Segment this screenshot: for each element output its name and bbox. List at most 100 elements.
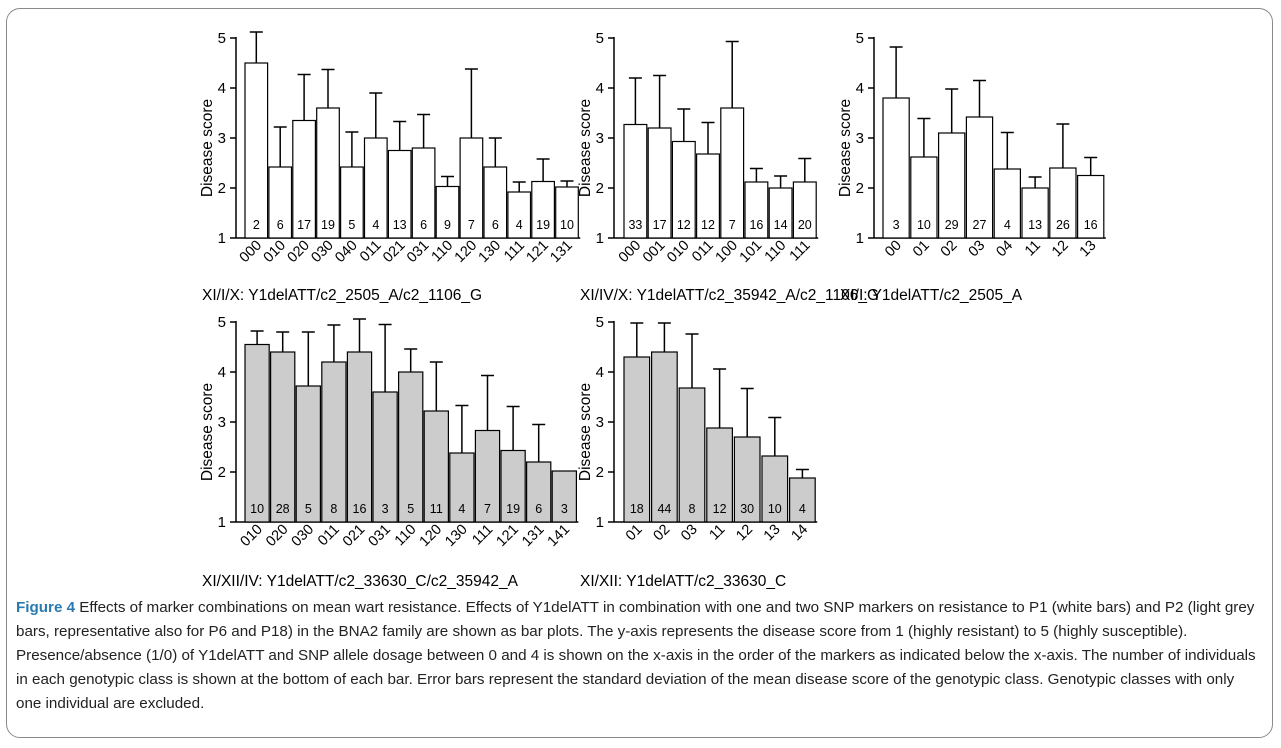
count-label: 30 xyxy=(740,502,754,516)
count-label: 10 xyxy=(917,218,931,232)
count-label: 18 xyxy=(630,502,644,516)
y-tick-label: 3 xyxy=(856,130,864,147)
x-tick-label: 130 xyxy=(442,522,470,550)
y-tick-label: 1 xyxy=(856,230,864,247)
x-tick-label: 030 xyxy=(308,238,336,266)
count-label: 3 xyxy=(382,502,389,516)
count-label: 16 xyxy=(1084,218,1098,232)
x-tick-label: 00 xyxy=(882,238,905,261)
bar xyxy=(883,98,909,238)
count-label: 9 xyxy=(444,218,451,232)
x-tick-label: 031 xyxy=(366,522,394,550)
x-tick-label: 130 xyxy=(476,238,504,266)
count-label: 11 xyxy=(430,502,443,516)
y-tick-label: 5 xyxy=(596,30,604,47)
count-label: 13 xyxy=(1028,218,1042,232)
y-tick-label: 5 xyxy=(856,30,864,47)
bar xyxy=(322,362,346,522)
y-tick-label: 4 xyxy=(596,80,604,97)
x-tick-label: 12 xyxy=(733,522,756,545)
count-label: 10 xyxy=(768,502,782,516)
count-label: 12 xyxy=(713,502,727,516)
y-tick-label: 4 xyxy=(218,80,226,97)
y-tick-label: 4 xyxy=(596,364,604,381)
count-label: 12 xyxy=(701,218,715,232)
y-tick-label: 4 xyxy=(856,80,864,97)
y-tick-label: 3 xyxy=(596,414,604,431)
x-tick-label: 111 xyxy=(469,522,496,549)
y-axis-title: Disease score xyxy=(199,99,216,197)
count-label: 8 xyxy=(689,502,696,516)
chart-panel-4: 1 2 3 4 5 Disease score 10 010 28 020 5 030 8 011 16 02… xyxy=(196,310,596,592)
bar xyxy=(245,63,268,238)
y-tick-label: 4 xyxy=(218,364,226,381)
x-tick-label: 13 xyxy=(761,522,784,545)
y-tick-label: 2 xyxy=(218,180,226,197)
count-label: 44 xyxy=(657,502,671,516)
x-tick-label: 021 xyxy=(340,522,368,550)
x-axis-title: XI/XII: Y1delATT/c2_33630_C xyxy=(580,573,786,590)
x-tick-label: 000 xyxy=(616,238,644,266)
x-tick-label: 011 xyxy=(315,522,343,550)
y-tick-label: 2 xyxy=(856,180,864,197)
bar xyxy=(652,352,678,522)
x-tick-label: 021 xyxy=(380,238,408,266)
y-tick-label: 1 xyxy=(596,514,604,531)
y-tick-label: 1 xyxy=(596,230,604,247)
count-label: 19 xyxy=(506,502,520,516)
count-label: 7 xyxy=(468,218,475,232)
x-tick-label: 010 xyxy=(664,238,692,266)
count-label: 29 xyxy=(945,218,959,232)
x-tick-label: 101 xyxy=(737,238,765,266)
y-tick-label: 5 xyxy=(218,30,226,47)
count-label: 4 xyxy=(372,218,379,232)
count-label: 17 xyxy=(653,218,667,232)
y-axis-title: Disease score xyxy=(577,99,594,197)
x-tick-label: 14 xyxy=(789,522,812,545)
count-label: 33 xyxy=(628,218,642,232)
x-tick-label: 110 xyxy=(762,238,790,266)
x-tick-label: 121 xyxy=(494,522,522,550)
y-tick-label: 1 xyxy=(218,514,226,531)
y-tick-label: 2 xyxy=(218,464,226,481)
x-tick-label: 01 xyxy=(623,522,646,545)
y-tick-label: 1 xyxy=(218,230,226,247)
count-label: 6 xyxy=(492,218,499,232)
count-label: 4 xyxy=(458,502,465,516)
bar xyxy=(399,372,423,522)
count-label: 20 xyxy=(798,218,812,232)
x-tick-label: 031 xyxy=(404,238,432,266)
count-label: 12 xyxy=(677,218,691,232)
y-tick-label: 5 xyxy=(218,314,226,331)
x-tick-label: 010 xyxy=(261,238,289,266)
x-tick-label: 001 xyxy=(640,238,668,266)
y-axis-title: Disease score xyxy=(577,383,594,481)
count-label: 5 xyxy=(348,218,355,232)
count-label: 3 xyxy=(893,218,900,232)
x-tick-label: 111 xyxy=(501,238,528,265)
caption-text: Effects of marker combinations on mean w… xyxy=(16,599,1256,712)
count-label: 7 xyxy=(484,502,491,516)
x-tick-label: 02 xyxy=(651,522,674,545)
x-tick-label: 02 xyxy=(938,238,961,261)
x-tick-label: 01 xyxy=(910,238,933,261)
x-axis-title: XI/XII/IV: Y1delATT/c2_33630_C/c2_35942_… xyxy=(202,573,519,590)
count-label: 4 xyxy=(799,502,806,516)
count-label: 5 xyxy=(305,502,312,516)
count-label: 8 xyxy=(330,502,337,516)
x-tick-label: 120 xyxy=(452,238,480,266)
x-tick-label: 040 xyxy=(332,238,360,266)
count-label: 17 xyxy=(297,218,311,232)
figure-label: Figure 4 xyxy=(16,599,75,616)
x-tick-label: 110 xyxy=(429,238,457,266)
x-tick-label: 04 xyxy=(993,238,1016,261)
y-tick-label: 3 xyxy=(218,414,226,431)
count-label: 14 xyxy=(774,218,788,232)
x-tick-label: 030 xyxy=(289,522,317,550)
y-axis-title: Disease score xyxy=(199,383,216,481)
count-label: 13 xyxy=(393,218,407,232)
x-tick-label: 020 xyxy=(285,238,313,266)
count-label: 4 xyxy=(516,218,523,232)
